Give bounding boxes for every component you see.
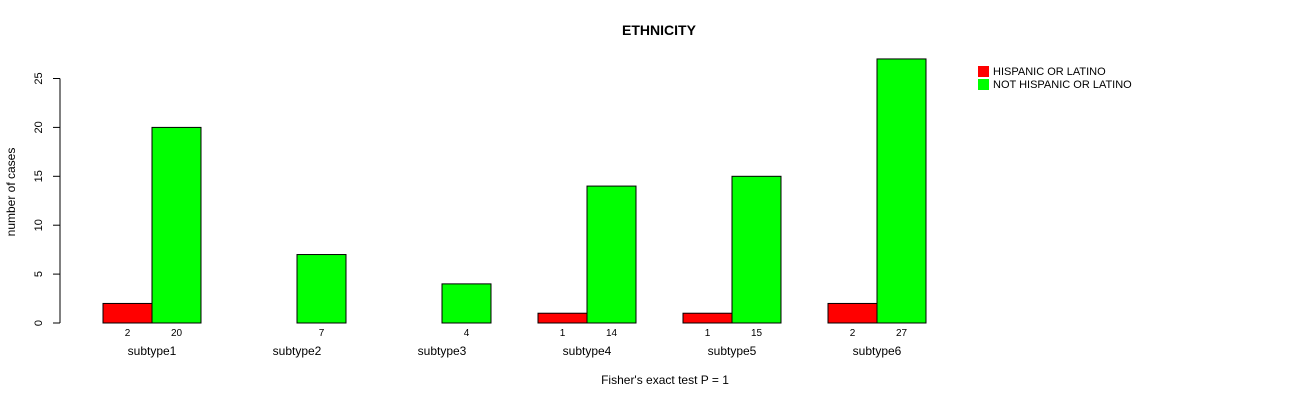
bar-subtype2-series-2	[296, 254, 347, 324]
bar-value-label: 14	[606, 328, 618, 339]
chart-title: ETHNICITY	[622, 22, 697, 38]
category-label: subtype4	[563, 344, 612, 358]
legend-swatch	[978, 79, 989, 90]
bar-subtype1-series-2	[151, 126, 202, 324]
y-axis: 0 5 10 15 20 25	[33, 72, 61, 326]
bar-value-labels: 2 20 7 4 1 14 1 15 2 27	[125, 328, 908, 339]
category-label: subtype5	[708, 344, 757, 358]
bar-subtype6-series-2	[876, 58, 927, 324]
bar-subtype4-series-1	[537, 312, 588, 324]
category-label: subtype1	[128, 344, 177, 358]
bar-value-label: 2	[125, 328, 131, 339]
bar-subtype5-series-1	[682, 312, 733, 324]
legend-swatch	[978, 66, 989, 77]
y-tick-label: 10	[33, 219, 45, 231]
y-tick-label: 25	[33, 72, 45, 84]
bar-value-label: 7	[319, 328, 325, 339]
bar-subtype1-series-1	[102, 302, 153, 324]
category-labels: subtype1 subtype2 subtype3 subtype4 subtype5…	[128, 344, 902, 358]
y-tick-label: 20	[33, 121, 45, 133]
legend-label: HISPANIC OR LATINO	[993, 66, 1106, 78]
x-axis-label: Fisher's exact test P = 1	[601, 373, 729, 387]
bar-subtype4-series-2	[586, 185, 637, 324]
bar-value-label: 20	[171, 328, 183, 339]
category-label: subtype6	[853, 344, 902, 358]
category-label: subtype2	[273, 344, 322, 358]
y-axis-label: number of cases	[4, 148, 18, 237]
bar-subtype3-series-2	[441, 283, 492, 324]
bar-subtype6-series-1	[827, 302, 878, 324]
bar-value-label: 1	[705, 328, 711, 339]
bar-value-label: 27	[896, 328, 908, 339]
y-tick-label: 5	[33, 271, 45, 277]
legend-label: NOT HISPANIC OR LATINO	[993, 79, 1132, 91]
bar-value-label: 4	[464, 328, 470, 339]
y-tick-label: 0	[33, 320, 45, 326]
bars-group	[102, 58, 927, 324]
bar-value-label: 2	[850, 328, 856, 339]
bar-value-label: 1	[560, 328, 566, 339]
bar-value-label: 15	[751, 328, 763, 339]
y-tick-label: 15	[33, 170, 45, 182]
category-label: subtype3	[418, 344, 467, 358]
bar-subtype5-series-2	[731, 175, 782, 324]
